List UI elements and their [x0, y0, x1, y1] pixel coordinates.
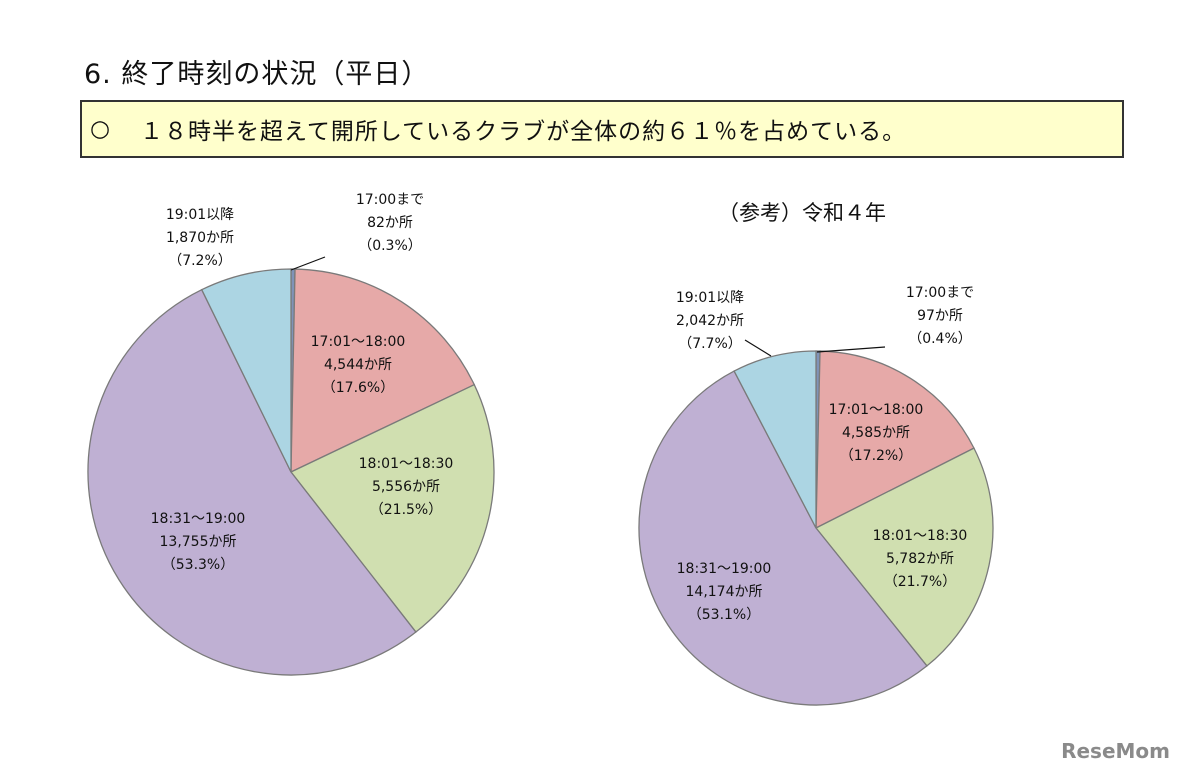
resemom-logo: ReseMom [1061, 739, 1170, 763]
pie-slice [290, 268, 476, 474]
data-label-label: 17:00まで [356, 192, 424, 208]
pie-slice [733, 350, 817, 529]
data-label-label: 17:01〜18:00 [829, 402, 924, 418]
data-label-count: 1,870か所 [166, 230, 234, 246]
data-label-label: 18:31〜19:00 [677, 561, 772, 577]
data-label-label: 17:00まで [906, 285, 974, 301]
data-label-count: 4,585か所 [842, 425, 910, 441]
pie-slice [200, 268, 292, 473]
data-label-percent: （17.2%） [840, 448, 912, 464]
data-label-count: 82か所 [367, 215, 413, 231]
pie-chart-reiwa4: （参考）令和４年 17:00まで 97か所 （0.4%） 17:01〜18:00 4,5… [638, 201, 994, 706]
summary-box: ○ １８時半を超えて開所しているクラブが全体の約６１％を占めている。 [80, 100, 1124, 158]
leader-line [290, 256, 326, 271]
data-label-label: 18:31〜19:00 [151, 511, 246, 527]
section-title: 6. 終了時刻の状況（平日） [84, 59, 430, 90]
data-label-count: 4,544か所 [324, 357, 392, 373]
pie-chart-current: 17:00まで 82か所 （0.3%） 17:01〜18:00 4,544か所 （17.6… [87, 192, 495, 676]
data-label-label: 18:01〜18:30 [359, 456, 454, 472]
pie-slice [814, 447, 994, 667]
data-label-count: 5,556か所 [372, 479, 440, 495]
data-label-percent: （53.1%） [688, 607, 760, 623]
data-label-percent: （0.4%） [908, 331, 972, 347]
data-label-percent: （7.2%） [168, 253, 232, 269]
data-label-count: 5,782か所 [886, 551, 954, 567]
pie-slice [87, 288, 417, 676]
pie-slice [638, 370, 928, 706]
data-label-label: 19:01以降 [676, 290, 744, 306]
leader-line [744, 339, 772, 357]
leader-line [816, 346, 886, 353]
data-label-percent: （7.7%） [678, 336, 742, 352]
data-label-count: 13,755か所 [160, 534, 237, 550]
data-label-label: 19:01以降 [166, 207, 234, 223]
data-label-count: 2,042か所 [676, 313, 744, 329]
data-label-percent: （53.3%） [162, 557, 234, 573]
pie-slice [815, 350, 975, 530]
data-label-count: 97か所 [917, 308, 963, 324]
data-label-percent: （21.7%） [884, 574, 956, 590]
pie-slice [289, 383, 495, 633]
chart-title: （参考）令和４年 [718, 201, 886, 225]
circle-bullet-icon: ○ [90, 116, 111, 142]
data-label-percent: （0.3%） [358, 238, 422, 254]
data-label-count: 14,174か所 [686, 584, 763, 600]
summary-text: １８時半を超えて開所しているクラブが全体の約６１％を占めている。 [140, 119, 907, 145]
data-label-percent: （21.5%） [370, 502, 442, 518]
data-label-percent: （17.6%） [322, 380, 394, 396]
data-label-label: 18:01〜18:30 [873, 528, 968, 544]
data-label-label: 17:01〜18:00 [311, 334, 406, 350]
